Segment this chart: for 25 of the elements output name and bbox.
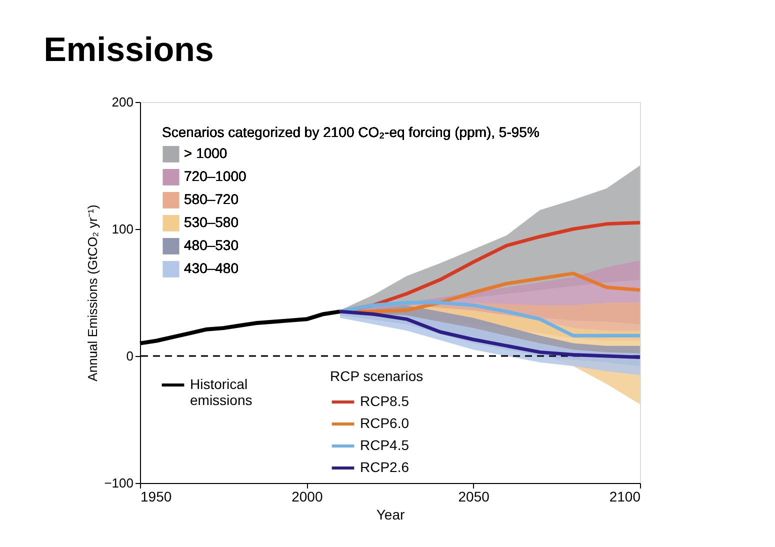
x-axis-title: Year: [376, 506, 405, 522]
legend-label: Historical emissions: [190, 376, 252, 408]
legend-label: 580–720: [184, 191, 239, 207]
legend-label: 480–530: [184, 237, 239, 253]
y-tick-label: 200: [112, 94, 134, 110]
x-tick-label: 1950: [140, 488, 172, 504]
line-series: [338, 310, 642, 360]
text: Scenarios categorized by 2100 CO₂-eq forcing (ppm), 5-95%: [162, 124, 540, 140]
y-tick-label: 100: [112, 222, 134, 236]
x-tick-label: 2100: [609, 488, 641, 504]
y-axis-title: Annual Emissions (GtCO₂ yr⁻¹): [85, 204, 100, 382]
legend-label: RCP8.5: [360, 393, 410, 409]
y-tick-label: 0: [126, 348, 134, 364]
x-tick-label: 2000: [292, 488, 323, 504]
legend-label: 720–1000: [184, 168, 247, 184]
legend-label: 530–580: [184, 214, 239, 230]
text: RCP scenarios: [330, 368, 424, 384]
legend-label: 430–480: [184, 260, 239, 276]
legend-label: RCP6.0: [360, 415, 410, 431]
y-tick-label: −100: [104, 476, 134, 490]
x-tick-label: 2050: [458, 488, 490, 504]
chart-title: Emissions: [44, 31, 214, 69]
legend-label: RCP4.5: [360, 437, 410, 453]
legend-label: > 1000: [184, 145, 228, 161]
legend-label: RCP2.6: [360, 459, 410, 475]
